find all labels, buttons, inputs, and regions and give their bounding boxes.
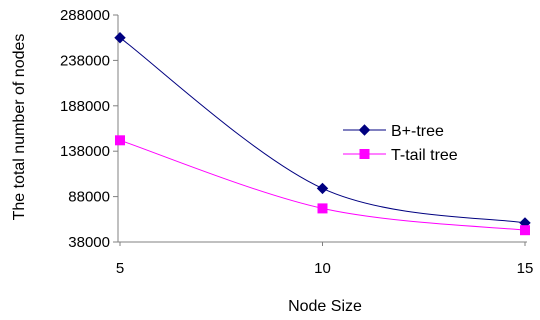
legend: B+-tree T-tail tree — [343, 123, 458, 164]
legend-item-t-tail-tree: T-tail tree — [343, 147, 458, 164]
x-axis-ticks: 5 10 15 — [116, 242, 534, 277]
legend-swatch-marker — [358, 124, 371, 136]
y-tick-label: 88000 — [68, 189, 110, 206]
x-tick-label: 10 — [314, 260, 331, 277]
x-tick-label: 5 — [116, 260, 124, 277]
series-lines — [119, 37, 526, 231]
legend-swatch-marker — [359, 149, 370, 159]
y-tick-label: 138000 — [60, 143, 110, 160]
t-tail-tree-point — [317, 203, 328, 214]
series-markers — [114, 31, 531, 236]
y-axis-ticks: 38000 88000 138000 188000 238000 288000 — [60, 7, 118, 251]
x-tick-label: 15 — [517, 260, 534, 277]
legend-item-b-plus-tree: B+-tree — [343, 123, 444, 140]
y-axis-title: The total number of nodes — [11, 34, 28, 221]
legend-label: B+-tree — [391, 123, 444, 140]
t-tail-tree-point — [520, 225, 530, 236]
y-tick-label: 188000 — [60, 98, 110, 115]
y-tick-label: 238000 — [60, 52, 110, 69]
t-tail-tree-point — [115, 135, 125, 146]
legend-label: T-tail tree — [391, 147, 458, 164]
b-plus-tree-line — [119, 37, 526, 224]
b-plus-tree-point — [114, 31, 126, 44]
y-tick-label: 38000 — [68, 234, 110, 251]
x-axis-title: Node Size — [288, 298, 362, 315]
y-tick-label: 288000 — [60, 7, 110, 24]
b-plus-tree-point — [316, 182, 329, 195]
